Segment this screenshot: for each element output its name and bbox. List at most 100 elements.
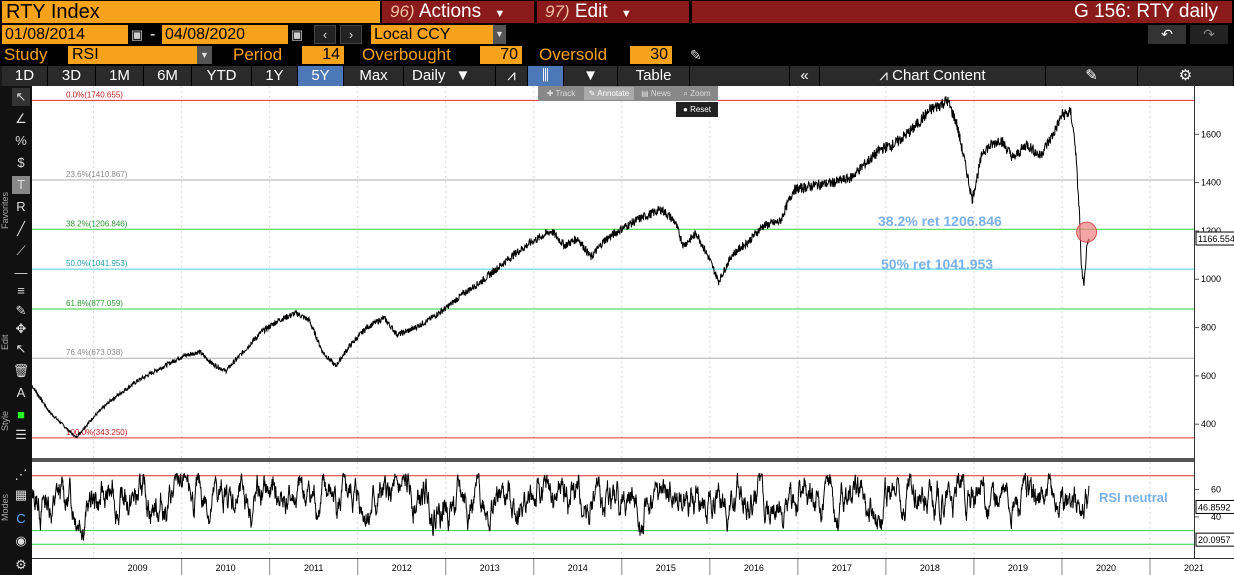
range-5y[interactable]: 5Y	[298, 66, 344, 86]
favorites-label: Favorites	[0, 191, 10, 229]
color-swatch-icon[interactable]: ■	[17, 407, 25, 422]
edit-menu[interactable]: 97) Edit ▼	[537, 1, 689, 23]
y-tick-label: 800	[1201, 323, 1216, 333]
y-axis-svg: 400 600 800 1000 1200 1400 1600 1166.554 40 60 46.…	[1195, 129, 1234, 547]
range-max[interactable]: Max	[344, 66, 404, 86]
chevron-down-icon[interactable]: ▼	[493, 25, 506, 44]
dollar-icon[interactable]: $	[17, 155, 25, 170]
select-icon[interactable]: ↖	[15, 341, 27, 356]
move-icon[interactable]: ✥	[15, 321, 27, 336]
palette-icon[interactable]: ◉	[15, 533, 27, 548]
font-icon[interactable]: A	[16, 385, 26, 400]
y-tick-label: 400	[1201, 419, 1216, 429]
y-tick-label: 1600	[1201, 129, 1221, 139]
annotation-38-ret: 38.2% ret 1206.846	[878, 213, 1002, 229]
range-6m[interactable]: 6M	[144, 66, 192, 86]
calendar-icon[interactable]: ▣	[290, 27, 304, 42]
line-chart-icon[interactable]: ⩘	[496, 66, 528, 86]
range-1m[interactable]: 1M	[96, 66, 144, 86]
chevron-down-icon[interactable]: ▼	[197, 46, 212, 64]
range-1d[interactable]: 1D	[2, 66, 48, 86]
start-date-field[interactable]: 01/08/2014	[2, 25, 128, 44]
percent-icon[interactable]: %	[15, 133, 27, 148]
pencil-icon[interactable]: ✎	[690, 47, 702, 63]
y-axis: 400 600 800 1000 1200 1400 1600 1166.554 40 60 46.…	[1194, 86, 1234, 558]
x-tick-label: 2014	[568, 563, 588, 573]
line-weight-icon[interactable]: ☰	[15, 427, 27, 442]
mode-c-icon[interactable]: C	[16, 511, 26, 526]
fib-level-label: 100.0%(343.250)	[66, 428, 128, 437]
chart-title: G 156: RTY daily	[692, 1, 1232, 23]
fib-level-label: 50.0%(1041.953)	[66, 259, 128, 268]
range-3d[interactable]: 3D	[48, 66, 96, 86]
actions-menu[interactable]: 96) Actions ▼	[382, 1, 534, 23]
line-icon[interactable]: ╱	[17, 221, 25, 236]
security-title[interactable]: RTY Index	[2, 1, 380, 23]
zoom-button[interactable]: ⌕ Zoom	[683, 89, 711, 98]
prev-period-button[interactable]: ‹	[314, 25, 336, 44]
text-box-icon[interactable]: T	[12, 176, 30, 194]
pattern-icon[interactable]: ▦	[14, 487, 28, 502]
x-tick-label: 2009	[128, 563, 148, 573]
dotted-line-icon[interactable]: ⋰	[14, 467, 28, 482]
range-1y[interactable]: 1Y	[252, 66, 298, 86]
study-bar: Study RSI ▼ Period 14 Overbought 70 Over…	[0, 45, 1234, 65]
table-button[interactable]: Table	[618, 66, 690, 86]
calendar-icon[interactable]: ▣	[130, 27, 144, 42]
bar-chart-icon[interactable]: ⫼	[528, 66, 564, 86]
chart-content-button[interactable]: ⩘ Chart Content	[820, 66, 1046, 86]
price-chart-panel[interactable]: 0.0%(1740.655) 23.6%(1410.867) 38.2%(1206.…	[31, 86, 1194, 458]
rsi-current-label: 46.8592	[1198, 502, 1231, 512]
track-button[interactable]: ✚ Track	[546, 89, 576, 98]
next-period-button[interactable]: ›	[340, 25, 362, 44]
range-ytd[interactable]: YTD	[192, 66, 252, 86]
fib-level-label: 0.0%(1740.655)	[66, 90, 123, 99]
news-button[interactable]: ▤ News	[641, 89, 671, 98]
x-axis-svg: 2009 2010 2011 2012 2013 2014 2015 2016 2017 2018…	[128, 559, 1204, 575]
fibonacci-levels: 0.0%(1740.655) 23.6%(1410.867) 38.2%(1206.…	[32, 90, 1194, 439]
study-select[interactable]: RSI	[68, 46, 197, 64]
frequency-label: Daily	[412, 67, 446, 84]
redo-button[interactable]: ↷	[1190, 25, 1228, 44]
panel-divider[interactable]	[32, 458, 1234, 462]
x-tick-label: 2015	[656, 563, 676, 573]
collapse-left-icon[interactable]: «	[790, 66, 820, 86]
edit-menu-label: Edit	[574, 1, 608, 22]
extended-line-icon[interactable]: ⟋	[16, 243, 26, 258]
undo-button[interactable]: ↶	[1148, 25, 1186, 44]
annotate-button[interactable]: ✎ Annotate	[584, 87, 634, 100]
y-tick-label: 1400	[1201, 178, 1221, 188]
pen-icon[interactable]: ✎	[15, 303, 27, 318]
y-tick-label: 1000	[1201, 274, 1221, 284]
gear-icon[interactable]: ⚙	[1138, 66, 1234, 86]
end-date-field[interactable]: 04/08/2020	[162, 25, 288, 44]
oversold-input[interactable]: 30	[630, 46, 672, 64]
annotation-50-ret: 50% ret 1041.953	[881, 256, 993, 272]
gear-icon[interactable]: ⚙	[15, 557, 27, 572]
channel-icon[interactable]: ≡	[17, 283, 25, 298]
reset-button[interactable]: ● Reset	[676, 102, 718, 117]
x-tick-label: 2013	[480, 563, 500, 573]
oversold-label: Oversold	[539, 45, 608, 64]
x-tick-label: 2019	[1008, 563, 1028, 573]
cursor-icon[interactable]: ↖	[12, 88, 30, 106]
rsi-low-label: 20.0957	[1198, 535, 1231, 545]
trendline-icon[interactable]: ∠	[15, 111, 27, 126]
frequency-select[interactable]: Daily ▼	[404, 66, 496, 86]
trash-icon[interactable]: 🗑	[12, 363, 30, 378]
overbought-input[interactable]: 70	[480, 46, 522, 64]
period-input[interactable]: 14	[302, 46, 344, 64]
currency-select[interactable]: Local CCY	[371, 25, 493, 44]
actions-menu-label: Actions	[418, 1, 482, 22]
rsi-chart-panel[interactable]: RSI neutral	[31, 462, 1194, 558]
price-series-line	[31, 96, 1090, 439]
rsi-tick-label: 40	[1211, 512, 1221, 522]
horizontal-line-icon[interactable]: —	[14, 265, 28, 280]
current-price-label: 1166.554	[1198, 234, 1234, 244]
ray-icon[interactable]: R	[16, 199, 26, 214]
edit-chart-icon[interactable]: ✎	[1046, 66, 1138, 86]
chevron-down-icon[interactable]: ▼	[564, 66, 618, 86]
fib-level-label: 76.4%(673.038)	[66, 348, 123, 357]
actions-menu-number: 96)	[390, 2, 415, 21]
style-label: Style	[0, 411, 10, 432]
